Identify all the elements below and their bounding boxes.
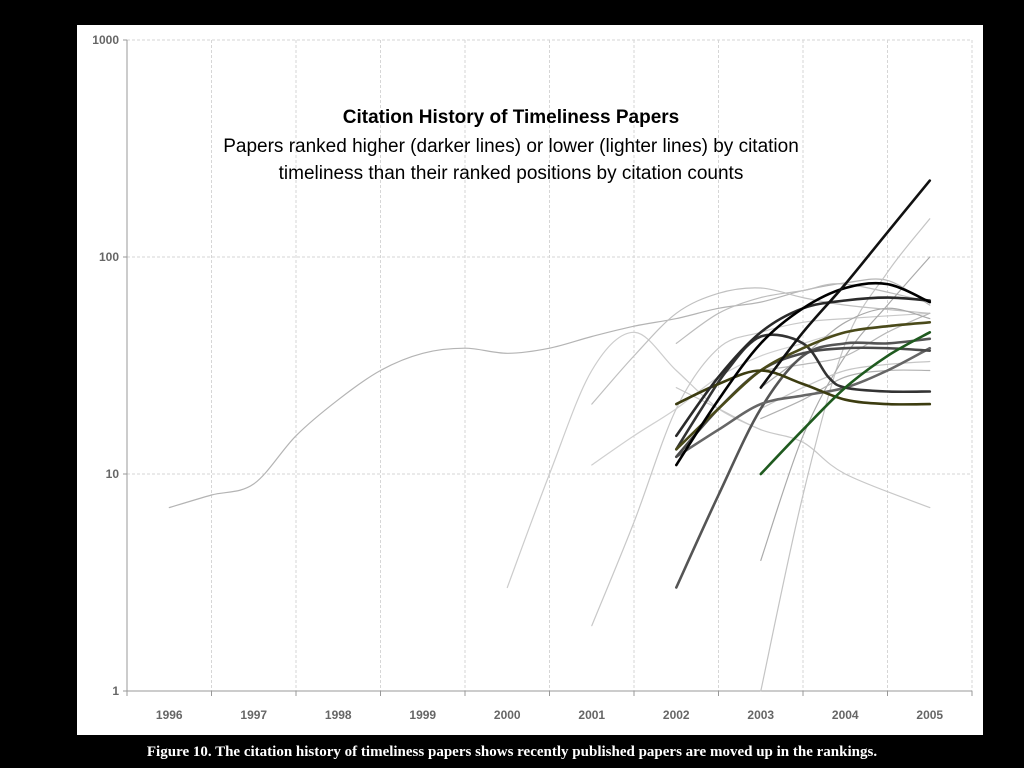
series-line-18 <box>675 321 932 451</box>
chart-subtitle-line-2: timeliness than their ranked positions b… <box>279 163 744 184</box>
x-tick-label: 1998 <box>325 708 352 722</box>
series-line-8 <box>760 218 931 692</box>
citation-history-chart: 1 10 100 1000 1996 1997 1998 1999 2000 2001 2002 20… <box>92 33 973 722</box>
series-line-6 <box>675 283 931 344</box>
chart-title: Citation History of Timeliness Papers <box>343 107 679 128</box>
x-tick-label: 2000 <box>494 708 521 722</box>
y-tick-label: 100 <box>99 250 119 264</box>
x-tick-label: 2001 <box>578 708 605 722</box>
series-line-21 <box>675 281 932 467</box>
y-tick-label: 10 <box>106 467 120 481</box>
y-tick-label: 1000 <box>92 33 119 47</box>
series-line-14 <box>675 337 932 589</box>
x-tick-label: 2003 <box>747 708 774 722</box>
series-line-7 <box>675 387 931 509</box>
series-line-15 <box>675 346 932 459</box>
grid-layer <box>127 39 973 691</box>
figure-caption: Figure 10. The citation history of timel… <box>146 744 878 760</box>
x-tick-label: 2002 <box>663 708 690 722</box>
x-tick-label: 1999 <box>409 708 436 722</box>
axis-layer: 1 10 100 1000 1996 1997 1998 1999 2000 2001 2002 20… <box>92 33 973 722</box>
x-tick-label: 2005 <box>916 708 943 722</box>
series-line-3 <box>591 312 931 627</box>
series-line-22 <box>759 179 932 389</box>
series-line-17 <box>675 333 932 451</box>
series-line-13 <box>760 307 931 389</box>
chart-subtitle-line-1: Papers ranked higher (darker lines) or l… <box>223 136 799 157</box>
y-tick-label: 1 <box>112 684 119 698</box>
series-line-12 <box>760 369 931 420</box>
x-tick-label: 1996 <box>156 708 183 722</box>
x-tick-label: 2004 <box>832 708 859 722</box>
x-tick-label: 1997 <box>240 708 267 722</box>
series-line-4 <box>591 287 931 405</box>
series-line-9 <box>760 256 931 561</box>
series-layer <box>168 179 932 692</box>
chart-panel: 1 10 100 1000 1996 1997 1998 1999 2000 2001 2002 20… <box>77 25 983 735</box>
series-line-23 <box>759 331 932 476</box>
title-layer: Citation History of Timeliness Papers Pa… <box>223 107 799 184</box>
series-line-19 <box>675 369 932 406</box>
